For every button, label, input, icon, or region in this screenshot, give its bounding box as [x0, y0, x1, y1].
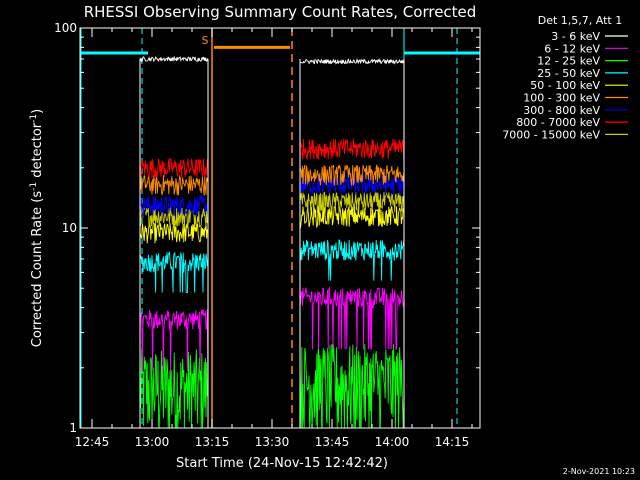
x-tick-label: 14:00	[375, 435, 410, 449]
series-line	[299, 239, 405, 281]
series-line	[299, 205, 405, 229]
legend-label: 50 - 100 keV	[530, 79, 600, 92]
x-axis-label: Start Time (24-Nov-15 12:42:42)	[176, 456, 388, 471]
series-line	[139, 349, 209, 429]
series-line	[139, 174, 209, 196]
x-tick-label: 13:30	[255, 435, 290, 449]
y-axis-label: Corrected Count Rate (s-1 detector-1)	[29, 109, 45, 347]
legend-title: Det 1,5,7, Att 1	[538, 14, 622, 27]
series-line	[139, 309, 209, 372]
series-line	[139, 251, 209, 293]
y-tick-label: 10	[62, 221, 77, 235]
chart-title: RHESSI Observing Summary Count Rates, Co…	[84, 3, 477, 21]
x-tick-label: 13:15	[195, 435, 230, 449]
x-tick-label: 13:45	[315, 435, 350, 449]
series-line	[139, 55, 209, 63]
legend-label: 300 - 800 keV	[523, 104, 600, 117]
series-line	[299, 191, 405, 214]
series-line	[139, 206, 209, 229]
y-axis: 1 10 100	[54, 21, 480, 435]
series-line	[299, 286, 405, 350]
x-tick-label: 13:00	[135, 435, 170, 449]
x-axis: 12:45 13:00 13:15 13:30 13:45 14:00 14:15	[75, 28, 473, 449]
legend-label: 3 - 6 keV	[551, 30, 600, 43]
saa-marker: S	[202, 34, 209, 47]
series-line	[299, 57, 405, 65]
legend-label: 6 - 12 keV	[544, 42, 600, 55]
legend-label: 12 - 25 keV	[537, 55, 600, 68]
x-tick-label: 12:45	[75, 435, 110, 449]
legend-label: 100 - 300 keV	[523, 92, 600, 105]
legend-label: 800 - 7000 keV	[516, 116, 600, 129]
x-tick-label: 14:15	[435, 435, 470, 449]
series-line	[139, 195, 209, 218]
series-line	[299, 164, 405, 186]
y-tick-label: 1	[69, 421, 77, 435]
series-line	[139, 157, 209, 179]
series-line	[299, 343, 405, 429]
series-line	[299, 138, 405, 161]
y-tick-label: 100	[54, 21, 77, 35]
legend-label: 7000 - 15000 keV	[502, 128, 600, 141]
legend-label: 25 - 50 keV	[537, 67, 600, 80]
plot-area	[80, 28, 480, 429]
timestamp: 2-Nov-2021 10:23	[563, 467, 635, 476]
